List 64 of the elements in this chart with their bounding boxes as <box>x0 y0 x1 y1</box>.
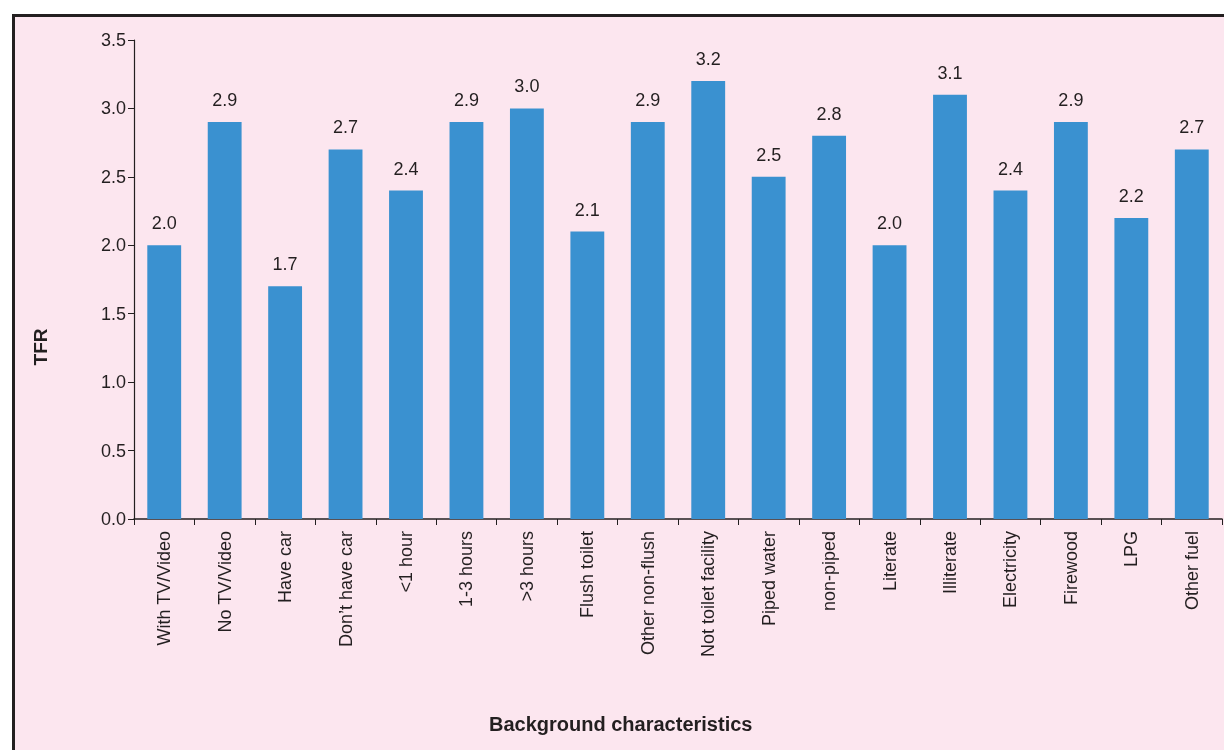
bar <box>147 245 182 519</box>
x-tick-label: Firewood <box>1060 531 1081 606</box>
bar <box>691 81 726 519</box>
bar <box>509 108 544 519</box>
x-tick-label: LPG <box>1121 531 1142 568</box>
data-label: 2.7 <box>333 117 359 138</box>
x-tick-label: With TV/Video <box>154 531 175 646</box>
x-tick-label: Not toilet facility <box>698 531 719 658</box>
bar <box>389 190 423 519</box>
bar <box>1114 217 1149 519</box>
data-label: 2.9 <box>635 90 661 111</box>
x-tick-label: Piped water <box>758 531 779 627</box>
data-label: 2.7 <box>1179 117 1205 138</box>
x-tick-label: No TV/Video <box>214 531 235 633</box>
data-label: 2.8 <box>816 103 842 124</box>
data-label: 2.5 <box>756 144 782 165</box>
data-label: 2.4 <box>393 158 419 179</box>
x-tick-label: Other fuel <box>1181 531 1202 611</box>
y-tick-label: 0.5 <box>100 440 126 461</box>
x-tick-label: Flush toilet <box>577 531 598 619</box>
data-label: 2.1 <box>574 199 600 220</box>
data-label: 2.9 <box>212 90 238 111</box>
x-tick-label: Have car <box>275 531 296 604</box>
bar <box>1053 122 1088 519</box>
y-tick-label: 3.5 <box>100 30 126 50</box>
bar <box>1174 149 1209 519</box>
bar <box>328 149 363 519</box>
x-tick-label: 1-3 hours <box>456 531 477 608</box>
x-tick-label: >3 hours <box>516 531 537 602</box>
bar <box>933 94 967 519</box>
bar <box>872 245 907 519</box>
bar <box>812 135 847 519</box>
y-tick-label: 2.0 <box>100 235 126 256</box>
data-label: 2.0 <box>151 213 177 234</box>
bar <box>570 231 605 519</box>
y-tick-label: 1.0 <box>100 372 126 393</box>
data-label: 3.2 <box>695 49 721 70</box>
x-axis-title: Background characteristics <box>489 713 753 735</box>
bar <box>751 176 786 519</box>
data-label: 2.4 <box>997 158 1023 179</box>
data-label: 2.9 <box>1058 90 1084 111</box>
data-label: 2.2 <box>1118 185 1144 206</box>
x-tick-label: Literate <box>879 531 900 592</box>
bar <box>268 286 303 519</box>
data-label: 3.0 <box>514 76 540 97</box>
y-tick-label: 1.5 <box>100 303 126 324</box>
bar <box>993 190 1028 519</box>
x-tick-label: Electricity <box>1000 531 1021 609</box>
x-tick-label: Illiterate <box>940 531 960 595</box>
bar <box>630 122 665 519</box>
x-tick-label: Don’t have car <box>335 531 356 648</box>
bar <box>449 122 484 519</box>
y-tick-label: 0.0 <box>100 509 126 529</box>
bar <box>207 122 242 519</box>
data-label: 2.0 <box>877 213 903 234</box>
y-tick-label: 2.5 <box>100 166 126 187</box>
data-label: 1.7 <box>272 254 298 275</box>
x-tick-label: Other non-flush <box>637 531 658 656</box>
y-axis-title: TFR <box>29 328 51 366</box>
data-label: 2.9 <box>453 90 479 111</box>
data-label: 3.1 <box>937 62 963 83</box>
x-tick-label: <1 hour <box>396 531 416 593</box>
x-tick-label: non-piped <box>819 531 840 612</box>
y-tick-label: 3.0 <box>100 98 126 119</box>
